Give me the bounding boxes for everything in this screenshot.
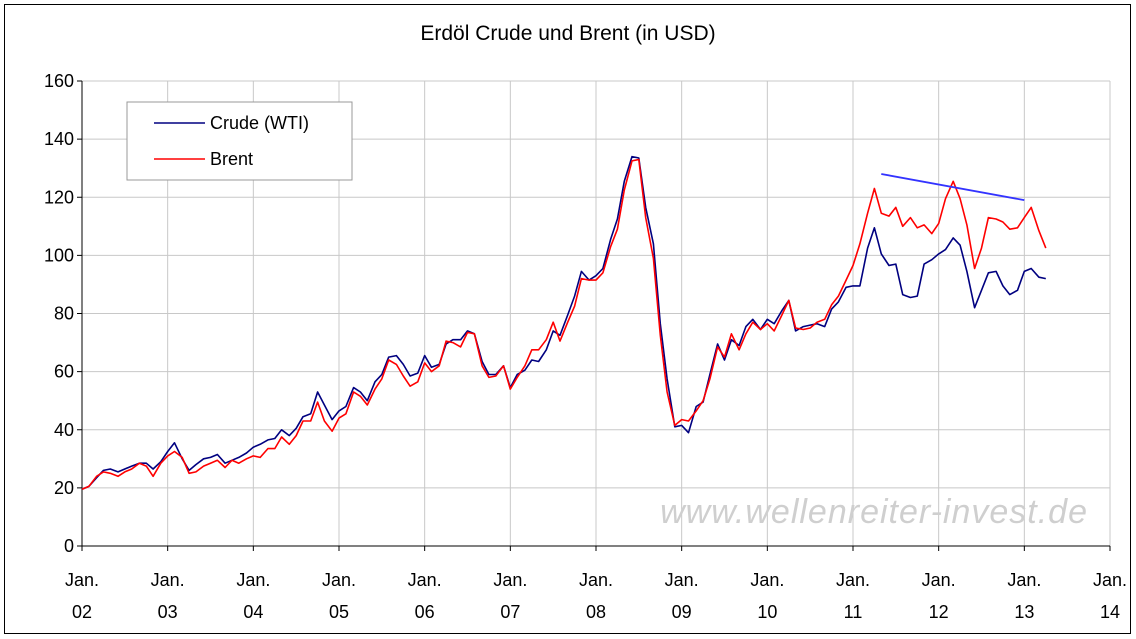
x-tick-label-bottom: 06 <box>415 602 435 622</box>
x-tick-label-bottom: 09 <box>672 602 692 622</box>
chart-title: Erdöl Crude und Brent (in USD) <box>420 22 716 45</box>
x-tick-label-top: Jan. <box>236 570 270 590</box>
x-tick-label-top: Jan. <box>579 570 613 590</box>
x-tick-label-bottom: 07 <box>500 602 520 622</box>
legend-label-crude: Crude (WTI) <box>210 113 309 133</box>
x-tick-label-top: Jan. <box>322 570 356 590</box>
x-tick-label-bottom: 13 <box>1014 602 1034 622</box>
x-tick-label-top: Jan. <box>665 570 699 590</box>
x-tick-label-bottom: 14 <box>1100 602 1120 622</box>
x-tick-label-bottom: 04 <box>243 602 263 622</box>
x-tick-label-top: Jan. <box>151 570 185 590</box>
x-tick-label-top: Jan. <box>1007 570 1041 590</box>
x-tick-label-bottom: 05 <box>329 602 349 622</box>
y-tick-label: 40 <box>54 420 74 440</box>
series-line-brent <box>81 158 1047 491</box>
x-tick-label-bottom: 12 <box>929 602 949 622</box>
series-line-crude-wti <box>81 155 1046 491</box>
x-tick-label-bottom: 11 <box>844 602 863 622</box>
y-axis-ticks: 0 20 40 60 80 100 120 140 160 <box>44 71 74 556</box>
x-tick-label-top: Jan. <box>836 570 870 590</box>
x-tick-label-bottom: 03 <box>158 602 178 622</box>
x-tick-label-top: Jan. <box>408 570 442 590</box>
legend: Crude (WTI) Brent <box>126 101 353 181</box>
y-tick-label: 120 <box>44 187 74 207</box>
x-tick-label-top: Jan. <box>1093 570 1127 590</box>
x-tick-label-top: Jan. <box>922 570 956 590</box>
y-tick-label: 160 <box>44 71 74 91</box>
y-tick-label: 0 <box>64 536 74 556</box>
trendline <box>881 173 1025 202</box>
x-tick-label-top: Jan. <box>493 570 527 590</box>
x-tick-label-top: Jan. <box>750 570 784 590</box>
y-tick-label: 20 <box>54 478 74 498</box>
y-tick-label: 60 <box>54 362 74 382</box>
y-tick-label: 100 <box>44 245 74 265</box>
legend-label-brent: Brent <box>210 149 253 169</box>
x-tick-label-bottom: 10 <box>757 602 777 622</box>
watermark-text: www.wellenreiter-invest.de <box>660 493 1088 531</box>
x-axis-ticks: Jan. 02 Jan. 03 Jan. 04 Jan. 05 Jan. 06 Jan. 07 Jan.… <box>65 570 1127 622</box>
gridlines <box>82 80 1111 546</box>
axes <box>77 80 1111 551</box>
series-lines <box>81 155 1047 491</box>
x-tick-label-bottom: 08 <box>586 602 606 622</box>
legend-box <box>126 101 353 181</box>
x-tick-label-bottom: 02 <box>72 602 92 622</box>
y-tick-label: 140 <box>44 129 74 149</box>
trendline-annotations <box>881 173 1025 202</box>
x-tick-label-top: Jan. <box>65 570 99 590</box>
y-tick-label: 80 <box>54 304 74 324</box>
